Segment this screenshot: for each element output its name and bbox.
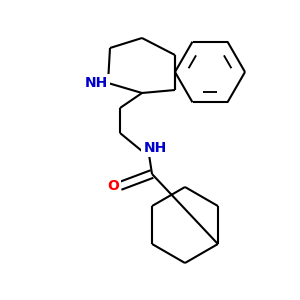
Text: O: O [107,179,119,193]
Text: NH: NH [143,141,167,155]
Text: NH: NH [84,76,108,90]
